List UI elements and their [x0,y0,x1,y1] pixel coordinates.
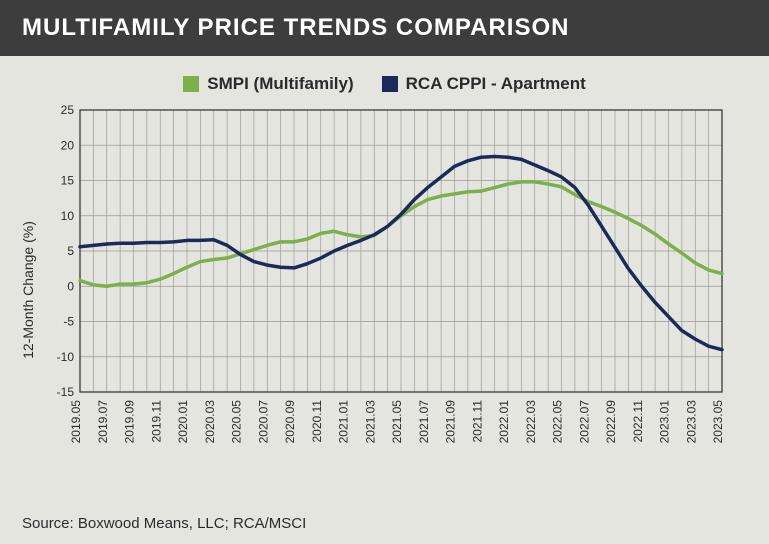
chart-area: 12-Month Change (%) -15-10-5051015202520… [20,100,749,480]
svg-text:2023.05: 2023.05 [711,400,725,444]
svg-text:25: 25 [61,103,75,117]
svg-text:2019.11: 2019.11 [149,400,163,443]
legend-item-rca: RCA CPPI - Apartment [382,74,586,94]
svg-text:2020.05: 2020.05 [230,400,244,444]
svg-text:2020.11: 2020.11 [310,400,324,443]
svg-text:-15: -15 [57,385,75,399]
source-label: Source: Boxwood Means, LLC; RCA/MSCI [22,515,306,532]
legend-swatch-rca [382,76,398,92]
svg-text:15: 15 [61,174,75,188]
svg-text:2020.03: 2020.03 [203,400,217,444]
chart-title: MULTIFAMILY PRICE TRENDS COMPARISON [22,14,569,41]
svg-text:2022.11: 2022.11 [631,400,645,443]
svg-text:2022.07: 2022.07 [577,400,591,444]
svg-text:2021.07: 2021.07 [417,400,431,444]
svg-text:-10: -10 [57,350,75,364]
legend-item-smpi: SMPI (Multifamily) [183,74,353,94]
svg-text:2022.05: 2022.05 [551,400,565,444]
chart-svg: -15 -10 -5 0 5 10 15 20 25 2019.05 2019.07 2019.09 2… [20,100,749,480]
svg-text:-5: -5 [63,315,74,329]
legend-label-smpi: SMPI (Multifamily) [207,74,353,94]
svg-text:0: 0 [67,279,74,293]
svg-text:2020.09: 2020.09 [283,400,297,444]
source-text: Source: Boxwood Means, LLC; RCA/MSCI [22,515,306,532]
svg-text:2021.01: 2021.01 [337,400,351,444]
legend-label-rca: RCA CPPI - Apartment [406,74,586,94]
svg-text:2019.07: 2019.07 [96,400,110,444]
chart-header: MULTIFAMILY PRICE TRENDS COMPARISON [0,0,769,56]
svg-text:2021.03: 2021.03 [363,400,377,444]
svg-text:2020.01: 2020.01 [176,400,190,444]
svg-text:2021.11: 2021.11 [470,400,484,443]
svg-text:2022.09: 2022.09 [604,400,618,444]
svg-text:2022.03: 2022.03 [524,400,538,444]
svg-text:2021.05: 2021.05 [390,400,404,444]
svg-text:2021.09: 2021.09 [444,400,458,444]
svg-text:2019.09: 2019.09 [123,400,137,444]
svg-text:2023.01: 2023.01 [658,400,672,444]
legend-swatch-smpi [183,76,199,92]
svg-text:5: 5 [67,244,74,258]
svg-text:2023.03: 2023.03 [684,400,698,444]
svg-text:20: 20 [61,138,75,152]
svg-text:10: 10 [61,209,75,223]
chart-legend: SMPI (Multifamily) RCA CPPI - Apartment [0,56,769,100]
svg-text:2022.01: 2022.01 [497,400,511,444]
svg-text:2020.07: 2020.07 [256,400,270,444]
svg-text:2019.05: 2019.05 [69,400,83,444]
